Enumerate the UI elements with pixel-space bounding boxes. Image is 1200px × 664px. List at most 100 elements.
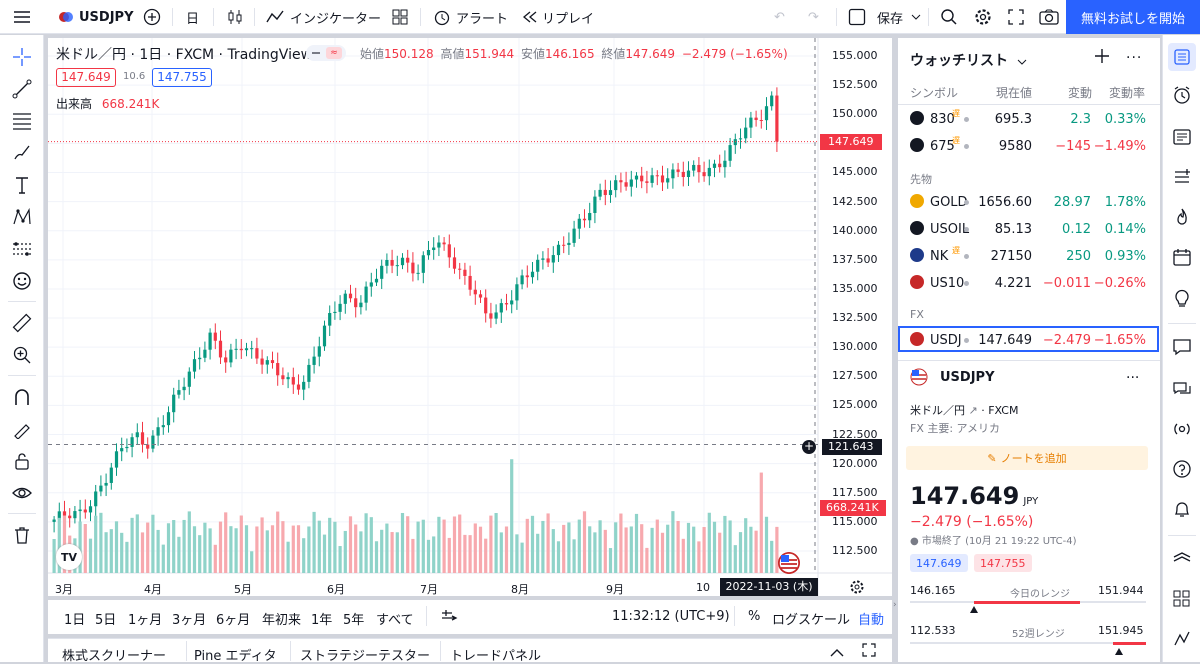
crosshair-icon[interactable] [8, 43, 36, 71]
col-price[interactable]: 現在値 [996, 86, 1033, 100]
range-button[interactable]: 1ヶ月 [128, 613, 163, 628]
alert-button[interactable]: アラート [432, 0, 508, 34]
bottom-tab[interactable]: トレードパネル [450, 649, 542, 664]
layers-icon[interactable] [1168, 545, 1196, 573]
save-button[interactable]: 保存 [877, 11, 904, 27]
range-button[interactable]: 1年 [311, 613, 333, 628]
emoji-icon[interactable] [8, 267, 36, 295]
tradingview-logo-icon[interactable]: TV [56, 544, 82, 570]
fire-icon[interactable] [1168, 203, 1196, 231]
watchlist-row[interactable]: USOIL 85.13 0.12 0.14% [898, 215, 1160, 243]
replay-button[interactable]: リプレイ [522, 0, 594, 34]
brush-icon[interactable] [8, 139, 36, 167]
market-status-badge[interactable]: ≈ [306, 45, 346, 61]
ruler-icon[interactable] [8, 309, 36, 337]
interval-button[interactable]: 日 [186, 11, 200, 27]
detail-name[interactable]: 米ドル／円 ↗ · FXCM [910, 404, 1019, 417]
chart-pane[interactable]: 米ドル／円 · 1日 · FXCM · TradingView ≈ 始値150.… [48, 38, 892, 596]
add-alert-plus-icon[interactable]: + [802, 439, 816, 454]
detail-ask[interactable]: 147.755 [974, 554, 1032, 572]
buy-price-button[interactable]: 147.755 [152, 68, 212, 87]
log-scale-toggle[interactable]: ログスケール [772, 613, 851, 628]
notifications-bell-icon[interactable] [1168, 495, 1196, 523]
help-icon[interactable] [1168, 455, 1196, 483]
eye-icon[interactable] [8, 479, 36, 507]
watchlist-row[interactable]: USDJ 147.649 −2.479 −1.65% [898, 326, 1160, 354]
section-futures[interactable]: 先物 [910, 173, 932, 186]
search-icon[interactable] [940, 0, 958, 34]
magnet-icon[interactable] [8, 383, 36, 411]
range-button[interactable]: 5年 [343, 613, 365, 628]
add-symbol-icon[interactable] [1094, 48, 1110, 68]
watchlist-icon[interactable] [1168, 43, 1196, 71]
undo-icon[interactable]: ↶ [774, 9, 785, 25]
indicators-button[interactable]: インジケーター [266, 0, 381, 34]
range-button[interactable]: 5日 [95, 613, 117, 628]
layouts-grid-icon[interactable] [392, 0, 408, 34]
bottom-tab[interactable]: Pine エディタ [194, 649, 277, 664]
fib-retracement-icon[interactable] [8, 107, 36, 135]
chevron-up-icon[interactable] [830, 643, 844, 662]
idea-bulb-icon[interactable] [1168, 285, 1196, 313]
redo-icon[interactable]: ↷ [808, 9, 819, 25]
detail-more-icon[interactable]: ··· [1126, 370, 1140, 386]
detail-bid[interactable]: 147.649 [910, 554, 968, 572]
camera-icon[interactable] [1039, 0, 1059, 34]
range-button[interactable]: すべて [376, 613, 414, 628]
lock-icon[interactable] [8, 447, 36, 475]
pattern-tool-icon[interactable] [8, 203, 36, 231]
free-trial-button[interactable]: 無料お試しを開始 [1066, 0, 1200, 34]
range-button[interactable]: 1日 [64, 613, 86, 628]
col-pct[interactable]: 変動率 [1109, 86, 1146, 100]
news-icon[interactable] [1168, 123, 1196, 151]
col-symbol[interactable]: シンボル [910, 86, 959, 100]
streams-icon[interactable] [1168, 375, 1196, 403]
templates-grid-icon[interactable] [1168, 585, 1196, 613]
price-chart[interactable] [48, 38, 892, 596]
collapse-panel-arrow-icon[interactable]: › [893, 600, 897, 610]
fullscreen-icon[interactable] [1008, 0, 1024, 34]
drawings-list-icon[interactable] [1168, 625, 1196, 653]
hotlist-icon[interactable] [1168, 163, 1196, 191]
compare-add-icon[interactable] [143, 0, 161, 34]
broadcast-icon[interactable] [1168, 415, 1196, 443]
watchlist-row[interactable]: 675 遅 9580 −145 −1.49% [898, 132, 1160, 160]
lock-pencil-icon[interactable] [8, 415, 36, 443]
maximize-panel-icon[interactable] [862, 642, 876, 661]
percent-toggle[interactable]: % [748, 609, 761, 624]
trendline-icon[interactable] [8, 75, 36, 103]
layout-checkbox-icon[interactable] [848, 0, 866, 34]
detail-symbol[interactable]: USDJPY [940, 370, 995, 385]
watchlist-row[interactable]: US10 4.221 −0.011 −0.26% [898, 269, 1160, 297]
watchlist-row[interactable]: GOLD 1656.60 28.97 1.78% [898, 188, 1160, 216]
forecast-tool-icon[interactable] [8, 235, 36, 263]
col-change[interactable]: 変動 [1068, 86, 1093, 100]
goto-date-icon[interactable] [440, 608, 458, 630]
range-button[interactable]: 6ヶ月 [216, 613, 251, 628]
watchlist-row[interactable]: 830 遅 695.3 2.3 0.33% [898, 105, 1160, 133]
alarm-clock-icon[interactable] [1168, 81, 1196, 109]
auto-scale-toggle[interactable]: 自動 [858, 613, 885, 628]
text-tool-icon[interactable] [8, 171, 36, 199]
settings-gear-icon[interactable] [974, 0, 992, 34]
chevron-down-icon[interactable] [911, 0, 921, 34]
axis-settings-gear-icon[interactable] [848, 578, 866, 596]
trash-icon[interactable] [8, 521, 36, 549]
section-fx[interactable]: FX [910, 308, 924, 321]
calendar-icon[interactable] [1168, 243, 1196, 271]
bottom-tab[interactable]: ストラテジーテスター [300, 649, 431, 664]
more-options-icon[interactable]: ··· [1126, 50, 1143, 66]
clock-time[interactable]: 11:32:12 (UTC+9) [612, 609, 730, 624]
chat-icon[interactable] [1168, 333, 1196, 361]
sell-price-button[interactable]: 147.649 [56, 68, 116, 87]
watchlist-title[interactable]: ウォッチリスト [910, 50, 1027, 70]
symbol-search-button[interactable]: USDJPY [57, 0, 134, 34]
bottom-tab[interactable]: 株式スクリーナー [62, 649, 167, 664]
range-button[interactable]: 年初来 [262, 613, 302, 628]
range-button[interactable]: 3ヶ月 [172, 613, 207, 628]
zoom-in-icon[interactable] [8, 341, 36, 369]
watchlist-row[interactable]: NK 遅 27150 250 0.93% [898, 242, 1160, 270]
menu-icon[interactable] [12, 0, 32, 34]
candle-type-icon[interactable] [226, 0, 244, 34]
add-note-button[interactable]: ✎ ノートを追加 [906, 446, 1148, 470]
